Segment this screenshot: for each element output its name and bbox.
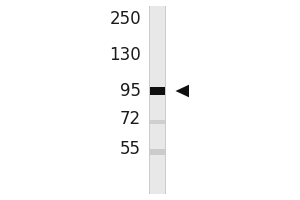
Bar	[149, 6, 150, 194]
Bar	[150, 120, 165, 124]
Polygon shape	[176, 85, 189, 97]
Bar	[150, 87, 165, 95]
Bar	[150, 149, 165, 155]
Bar	[165, 6, 166, 194]
Text: 250: 250	[110, 10, 141, 28]
Text: 55: 55	[120, 140, 141, 158]
Bar	[149, 6, 166, 194]
Text: 72: 72	[120, 110, 141, 128]
Text: 130: 130	[109, 46, 141, 64]
Text: 95: 95	[120, 82, 141, 100]
